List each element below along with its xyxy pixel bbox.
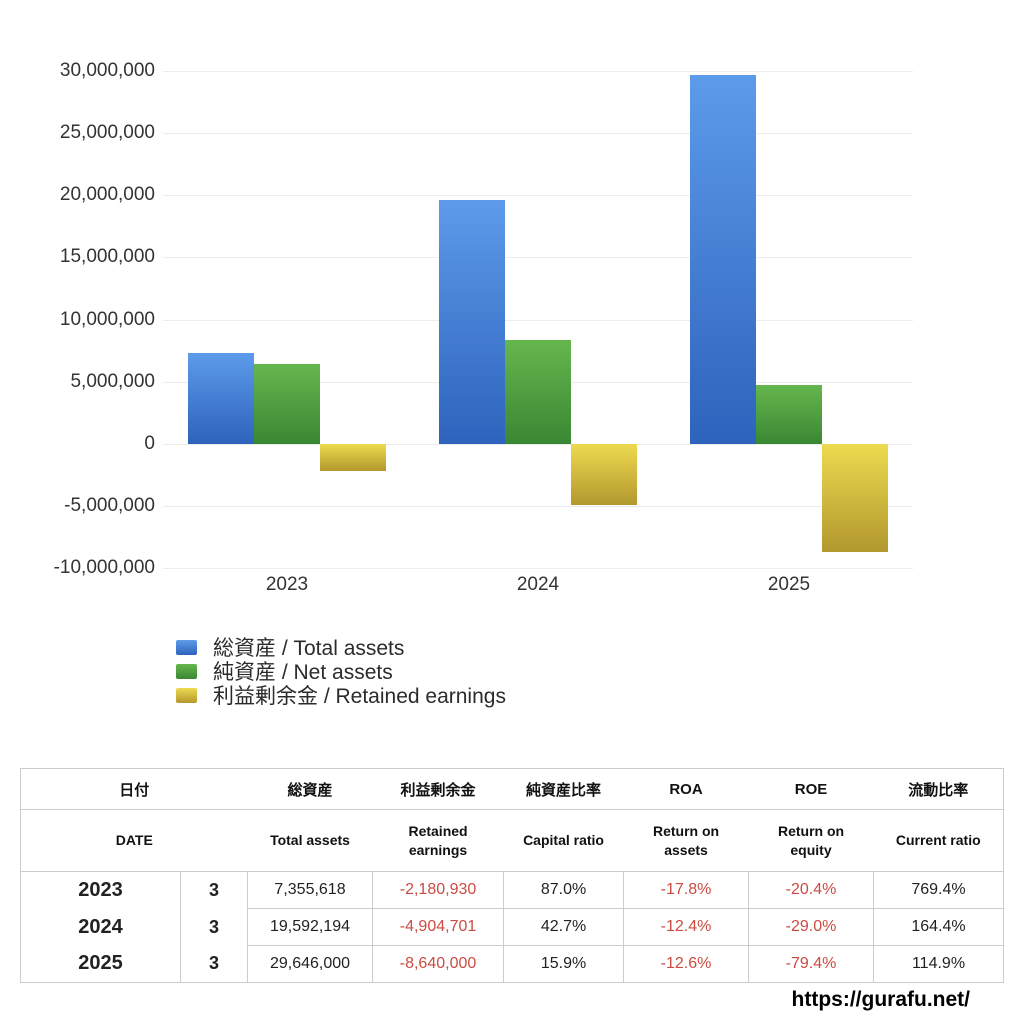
financial-table: 日付 総資産 利益剰余金 純資産比率 ROA ROE 流動比率 DATE Tot…: [20, 768, 1005, 983]
y-axis-tick-label: 30,000,000: [59, 59, 155, 81]
legend-label-retained_earnings: 利益剰余金 / Retained earnings: [213, 685, 506, 708]
cell: 2024: [78, 915, 123, 938]
cell: 164.4%: [873, 908, 1004, 946]
gridline: [163, 257, 913, 259]
cell: -2,180,930: [372, 871, 504, 909]
gridline: [163, 568, 913, 570]
cell: -20.4%: [748, 871, 874, 909]
col-header-date-en: DATE: [20, 809, 248, 872]
legend-label-net_assets: 純資産 / Net assets: [213, 661, 393, 684]
legend-item-net_assets: 純資産 / Net assets: [176, 659, 506, 684]
y-axis-tick-label: 20,000,000: [59, 184, 155, 206]
cell: -79.4%: [748, 945, 874, 983]
site-url: https://gurafu.net/: [791, 988, 970, 1011]
bar-total_assets-2023: [188, 352, 254, 444]
legend-item-retained_earnings: 利益剰余金 / Retained earnings: [176, 683, 506, 708]
cell: -8,640,000: [372, 945, 504, 983]
legend-swatch-total_assets: [176, 639, 197, 655]
col-header-roa-en: Return on assets: [623, 809, 749, 872]
y-axis-tick-label: 0: [144, 433, 155, 454]
bar-total_assets-2024: [439, 200, 505, 444]
cell: -29.0%: [748, 908, 874, 946]
y-axis-tick-label: -10,000,000: [53, 557, 155, 579]
col-header-date-jp: 日付: [20, 768, 248, 810]
gridline: [163, 319, 913, 321]
cell: 3: [179, 908, 248, 946]
col-header-current-ratio-jp: 流動比率: [873, 768, 1004, 810]
cell: 15.9%: [503, 945, 624, 983]
bar-chart: 30,000,000 25,000,000 20,000,000 15,000,000…: [53, 59, 913, 595]
table-header-row-en: DATE Total assets Retained earnings Capi…: [20, 809, 1004, 872]
cell: 769.4%: [873, 871, 1004, 909]
y-axis-tick-label: 15,000,000: [59, 246, 155, 268]
col-header-capital-ratio-jp: 純資産比率: [503, 768, 624, 810]
gridline: [163, 506, 913, 508]
gridline: [163, 444, 913, 445]
x-axis-label-2025: 2025: [767, 574, 811, 595]
table-header-row-jp: 日付 総資産 利益剰余金 純資産比率 ROA ROE 流動比率: [20, 768, 1004, 810]
bar-net_assets-2023: [254, 364, 320, 444]
legend-swatch-retained_earnings: [176, 687, 197, 703]
gridline: [163, 133, 913, 134]
bar-retained_earnings-2025: [822, 444, 888, 552]
cell: 114.9%: [873, 945, 1004, 983]
col-header-retained-earnings-jp: 利益剰余金: [372, 768, 504, 810]
gridline: [163, 70, 913, 72]
col-header-total-assets-jp: 総資産: [247, 768, 373, 810]
cell: 3: [179, 871, 248, 909]
col-header-current-ratio-en: Current ratio: [873, 809, 1004, 872]
bar-net_assets-2024: [505, 339, 571, 444]
cell: 3: [179, 945, 248, 983]
bar-net_assets-2025: [756, 385, 822, 444]
legend-item-total_assets: 総資産 / Total assets: [176, 635, 506, 660]
table-row-2023: 2023 3 7,355,618 -2,180,930 87.0% -17.8% -20.4…: [21, 871, 1004, 909]
y-axis-tick-label: 10,000,000: [59, 308, 155, 330]
y-axis-tick-label: 25,000,000: [59, 122, 155, 143]
col-header-roe-en: Return on equity: [748, 809, 874, 872]
gridline: [163, 195, 913, 197]
cell: 87.0%: [503, 871, 624, 909]
legend: 総資産 / Total assets 純資産 / Net assets 利益剰余金 …: [176, 635, 506, 708]
cell: 2025: [78, 952, 123, 975]
cell: 29,646,000: [247, 945, 373, 983]
bar-total_assets-2025: [690, 75, 756, 444]
bar-retained_earnings-2024: [571, 444, 637, 505]
y-axis-tick-label: -5,000,000: [64, 495, 155, 517]
legend-swatch-net_assets: [176, 663, 197, 679]
col-header-capital-ratio-en: Capital ratio: [503, 809, 624, 872]
table-row-2024: 2024 3 19,592,194 -4,904,701 42.7% -12.4% -29.…: [21, 908, 1004, 946]
col-header-retained-earnings-en: Retained earnings: [372, 809, 504, 872]
bar-retained_earnings-2023: [320, 444, 386, 472]
col-header-total-assets-en: Total assets: [247, 809, 373, 872]
x-axis-label-2024: 2024: [516, 574, 560, 595]
col-header-roa-jp: ROA: [623, 768, 749, 810]
cell: 42.7%: [503, 908, 624, 946]
cell: 2023: [78, 878, 123, 901]
x-axis-label-2023: 2023: [265, 574, 309, 595]
cell: -12.4%: [623, 908, 749, 946]
cell: 7,355,618: [247, 871, 373, 909]
legend-label-total_assets: 総資産 / Total assets: [213, 637, 405, 660]
cell: -17.8%: [623, 871, 749, 909]
y-axis-tick-label: 5,000,000: [70, 370, 155, 392]
cell: -12.6%: [623, 945, 749, 983]
cell: -4,904,701: [372, 908, 504, 946]
table-row-2025: 2025 3 29,646,000 -8,640,000 15.9% -12.6% -79.…: [21, 945, 1004, 983]
cell: 19,592,194: [247, 908, 373, 946]
col-header-roe-jp: ROE: [748, 768, 874, 810]
